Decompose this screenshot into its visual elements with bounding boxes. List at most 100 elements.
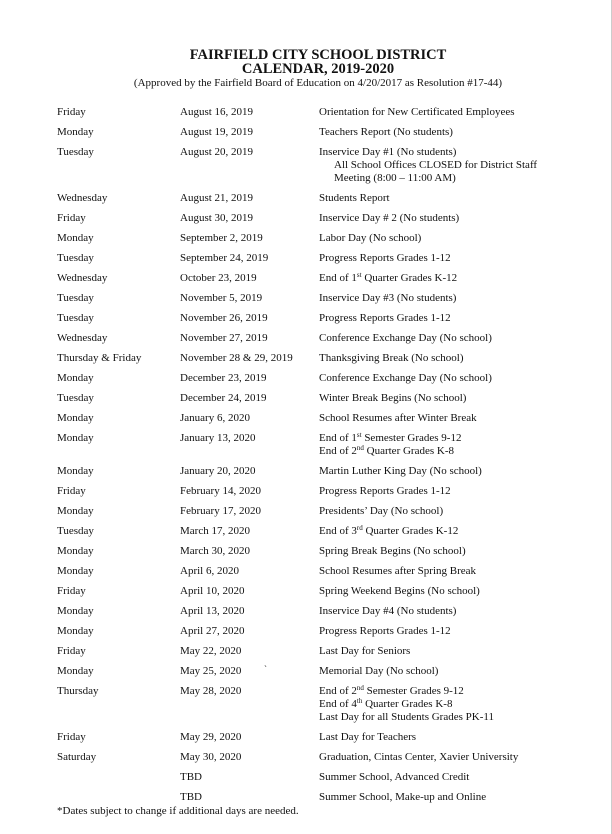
event-text: Progress Reports Grades 1-12 (319, 252, 451, 264)
table-row: Tuesday March 17, 2020 End of 3rd Quarter … (0, 525, 612, 545)
row-date: May 28, 2020 (180, 685, 242, 697)
table-row: Friday May 29, 2020 Last Day for Teachers (0, 731, 612, 751)
event-text: End of 2 (319, 685, 357, 697)
row-day: Friday (57, 645, 86, 657)
row-day: Monday (57, 232, 94, 244)
row-date: March 30, 2020 (180, 545, 250, 557)
row-event: School Resumes after Winter Break (319, 412, 612, 425)
row-event: Presidents’ Day (No school) (319, 505, 612, 518)
event-line: Labor Day (No school) (319, 232, 612, 245)
event-line: Martin Luther King Day (No school) (319, 465, 612, 478)
row-day: Friday (57, 731, 86, 743)
event-text: Students Report (319, 192, 390, 204)
table-row: TBD Summer School, Advanced Credit (0, 771, 612, 791)
event-line: Spring Weekend Begins (No school) (319, 585, 612, 598)
row-date: December 24, 2019 (180, 392, 267, 404)
event-text: Last Day for Teachers (319, 731, 417, 743)
event-line: Inservice Day #1 (No students) (319, 146, 612, 159)
row-event: Progress Reports Grades 1-12 (319, 312, 612, 325)
row-day: Saturday (57, 751, 97, 763)
table-row: Monday January 6, 2020 School Resumes afte… (0, 412, 612, 432)
row-event: Inservice Day #3 (No students) (319, 292, 612, 305)
table-row: Friday August 30, 2019 Inservice Day # 2 (… (0, 212, 612, 232)
row-date: May 22, 2020 (180, 645, 242, 657)
row-day: Tuesday (57, 292, 94, 304)
event-text: Last Day for all Students Grades PK-11 (319, 711, 494, 723)
event-line: End of 2nd Quarter Grades K-8 (319, 445, 612, 458)
row-event: Inservice Day # 2 (No students) (319, 212, 612, 225)
event-text: End of 3 (319, 525, 357, 537)
event-text: Conference Exchange Day (No school) (319, 332, 492, 344)
table-row: Monday April 13, 2020 Inservice Day #4 (No… (0, 605, 612, 625)
row-day: Tuesday (57, 392, 94, 404)
event-text: End of 4 (319, 698, 357, 710)
event-text: Quarter Grades K-8 (362, 698, 453, 710)
row-day: Monday (57, 605, 94, 617)
event-text: Progress Reports Grades 1-12 (319, 312, 451, 324)
table-row: Monday May 25, 2020 ` Memorial Day (No scho… (0, 664, 612, 685)
row-date: TBD (180, 771, 202, 783)
table-row: Friday February 14, 2020 Progress Reports … (0, 485, 612, 505)
event-text: Quarter Grades K-8 (363, 445, 454, 457)
row-day: Monday (57, 126, 94, 138)
row-day: Tuesday (57, 312, 94, 324)
event-line: Inservice Day # 2 (No students) (319, 212, 612, 225)
event-line: Students Report (319, 192, 612, 205)
event-text: All School Offices CLOSED for District S… (334, 159, 538, 171)
table-row: Wednesday November 27, 2019 Conference Exc… (0, 332, 612, 352)
row-date: April 6, 2020 (180, 565, 239, 577)
event-text: Conference Exchange Day (No school) (319, 372, 492, 384)
event-line: Last Day for Seniors (319, 645, 612, 658)
row-event: Students Report (319, 192, 612, 205)
table-row: Monday January 20, 2020 Martin Luther King… (0, 465, 612, 485)
row-day: Wednesday (57, 272, 108, 284)
event-text: Inservice Day # 2 (No students) (319, 212, 460, 224)
row-event: Conference Exchange Day (No school) (319, 372, 612, 385)
table-row: Tuesday December 24, 2019 Winter Break Beg… (0, 392, 612, 412)
event-text: Summer School, Make-up and Online (319, 791, 487, 803)
ordinal-suffix: nd (356, 444, 364, 452)
table-row: Monday April 27, 2020 Progress Reports Gra… (0, 625, 612, 645)
row-date: November 27, 2019 (180, 332, 268, 344)
event-text: Inservice Day #4 (No students) (319, 605, 457, 617)
event-text: End of 1 (319, 432, 357, 444)
event-text: Spring Weekend Begins (No school) (319, 585, 480, 597)
row-date: August 30, 2019 (180, 212, 254, 224)
row-event: Summer School, Advanced Credit (319, 771, 612, 784)
row-day: Monday (57, 665, 94, 677)
row-event: Winter Break Begins (No school) (319, 392, 612, 405)
event-line: Last Day for all Students Grades PK-11 (319, 711, 612, 724)
row-date: August 19, 2019 (180, 126, 254, 138)
event-line: Memorial Day (No school) (319, 665, 612, 678)
row-day: Monday (57, 465, 94, 477)
row-date: May 30, 2020 (180, 751, 242, 763)
table-row: Tuesday November 5, 2019 Inservice Day #3 … (0, 292, 612, 312)
document-title: FAIRFIELD CITY SCHOOL DISTRICT (189, 47, 447, 63)
ordinal-suffix: rd (356, 524, 363, 532)
stray-mark: ` (264, 664, 267, 674)
event-line: Progress Reports Grades 1-12 (319, 485, 612, 498)
event-line: End of 1st Quarter Grades K-12 (319, 272, 612, 285)
row-event: Teachers Report (No students) (319, 126, 612, 139)
row-event: End of 1st Semester Grades 9-12 End of 2n… (319, 432, 612, 458)
row-event: Graduation, Cintas Center, Xavier Univer… (319, 751, 612, 764)
ordinal-suffix: st (356, 271, 362, 279)
approval-note: (Approved by the Fairfield Board of Educ… (133, 77, 503, 89)
row-day: Friday (57, 485, 86, 497)
row-date: December 23, 2019 (180, 372, 267, 384)
table-row: Wednesday October 23, 2019 End of 1st Quar… (0, 272, 612, 292)
event-text: Teachers Report (No students) (319, 126, 453, 138)
event-text: Orientation for New Certificated Employe… (319, 106, 515, 118)
event-text: Semester Grades 9-12 (363, 685, 464, 697)
event-line: Conference Exchange Day (No school) (319, 332, 612, 345)
table-row: Monday March 30, 2020 Spring Break Begins … (0, 545, 612, 565)
row-day: Thursday (57, 685, 99, 697)
row-event: Progress Reports Grades 1-12 (319, 485, 612, 498)
row-day: Thursday & Friday (57, 352, 142, 364)
row-date: May 25, 2020 (180, 665, 242, 677)
row-date: September 2, 2019 (180, 232, 263, 244)
row-date: August 20, 2019 (180, 146, 254, 158)
event-text: School Resumes after Winter Break (319, 412, 477, 424)
event-line: School Resumes after Winter Break (319, 412, 612, 425)
row-day: Tuesday (57, 252, 94, 264)
